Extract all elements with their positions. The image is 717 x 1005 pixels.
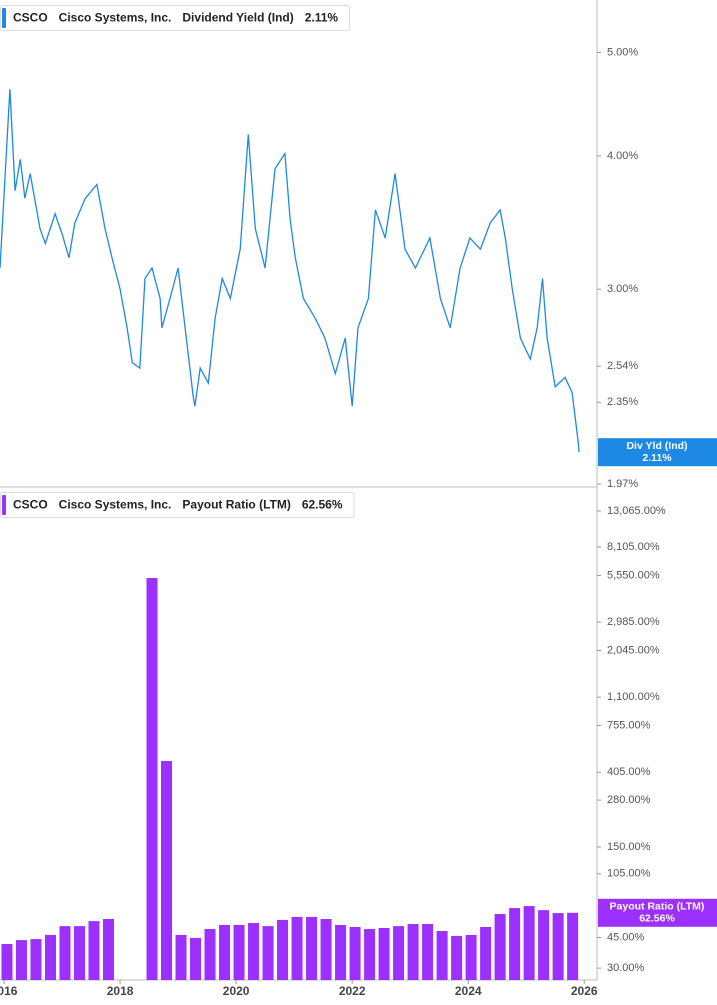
- bar: [335, 924, 347, 980]
- bar: [88, 921, 100, 980]
- value-badge: [598, 438, 717, 467]
- legend-header: CSCO Cisco Systems, Inc. Payout Ratio (LTM…: [0, 492, 355, 518]
- legend-swatch: [2, 495, 6, 515]
- y-tick-label: 150.00%: [607, 841, 651, 853]
- bar: [538, 910, 550, 980]
- bar: [175, 934, 187, 980]
- legend-header: CSCO Cisco Systems, Inc. Dividend Yield (I…: [0, 5, 351, 31]
- bar: [73, 926, 85, 980]
- y-tick-label: 13,065.00%: [607, 505, 666, 517]
- bar: [364, 929, 376, 980]
- bar: [306, 916, 318, 980]
- y-tick-label: 45.00%: [607, 931, 645, 943]
- bar: [393, 926, 405, 980]
- legend-company: Cisco Systems, Inc.: [59, 498, 172, 512]
- y-tick-label: 105.00%: [607, 868, 651, 880]
- y-tick-label: 30.00%: [607, 962, 645, 974]
- bar: [451, 935, 463, 980]
- y-tick-label: 2.35%: [607, 396, 638, 408]
- bar: [480, 926, 492, 980]
- bar: [233, 924, 245, 980]
- x-tick-label: 2022: [339, 984, 366, 998]
- bar: [277, 919, 289, 980]
- bar: [1, 944, 13, 980]
- y-tick-label: 5.00%: [607, 46, 638, 58]
- bar: [509, 908, 521, 980]
- legend-box: [0, 492, 355, 518]
- legend-box: [0, 5, 351, 31]
- y-tick-label: 280.00%: [607, 794, 651, 806]
- bar: [190, 937, 202, 980]
- bar: [523, 906, 535, 980]
- legend-company: Cisco Systems, Inc.: [59, 11, 172, 25]
- badge-label: Payout Ratio (LTM): [610, 901, 705, 913]
- badge-value: 62.56%: [639, 913, 675, 925]
- bar: [291, 916, 303, 980]
- bar: [161, 760, 173, 980]
- x-tick-label: 2016: [0, 984, 18, 998]
- bar: [436, 931, 448, 980]
- y-tick-label: 1.97%: [607, 478, 638, 490]
- y-tick-label: 8,105.00%: [607, 541, 660, 553]
- data-line: [0, 89, 580, 453]
- y-tick-label: 755.00%: [607, 719, 651, 731]
- bar: [44, 934, 56, 980]
- bar: [552, 913, 564, 980]
- y-tick-label: 4.00%: [607, 150, 638, 162]
- x-tick-label: 2024: [455, 984, 482, 998]
- bar: [262, 926, 274, 980]
- y-tick-label: 405.00%: [607, 766, 651, 778]
- legend-value: 2.11%: [305, 11, 339, 25]
- bar: [146, 578, 158, 980]
- x-tick-label: 2026: [571, 984, 598, 998]
- bar: [465, 934, 477, 980]
- legend-value: 62.56%: [302, 498, 343, 512]
- bar: [30, 939, 42, 980]
- y-tick-label: 2,985.00%: [607, 616, 660, 628]
- badge-label: Div Yld (Ind): [626, 440, 687, 452]
- legend-ticker: CSCO: [13, 498, 48, 512]
- bar: [15, 940, 27, 980]
- y-tick-label: 3.00%: [607, 283, 638, 295]
- bar: [102, 919, 114, 980]
- bar: [378, 928, 390, 980]
- bar: [204, 929, 216, 980]
- bar: [494, 914, 506, 980]
- bar: [248, 923, 260, 980]
- badge-value: 2.11%: [642, 452, 672, 464]
- y-tick-label: 2,045.00%: [607, 644, 660, 656]
- y-tick-label: 2.54%: [607, 360, 638, 372]
- legend-swatch: [2, 8, 6, 28]
- legend-series: Payout Ratio (LTM): [182, 498, 290, 512]
- bar: [567, 912, 579, 980]
- bar: [219, 924, 231, 980]
- value-badge: [598, 898, 717, 927]
- y-tick-label: 1,100.00%: [607, 691, 660, 703]
- x-tick-label: 2020: [223, 984, 250, 998]
- bar: [407, 923, 419, 980]
- x-tick-label: 2018: [107, 984, 134, 998]
- bar: [349, 926, 361, 980]
- bar: [59, 926, 71, 980]
- bar: [320, 919, 332, 980]
- y-tick-label: 5,550.00%: [607, 569, 660, 581]
- bar: [422, 923, 434, 980]
- legend-series: Dividend Yield (Ind): [182, 11, 293, 25]
- legend-ticker: CSCO: [13, 11, 48, 25]
